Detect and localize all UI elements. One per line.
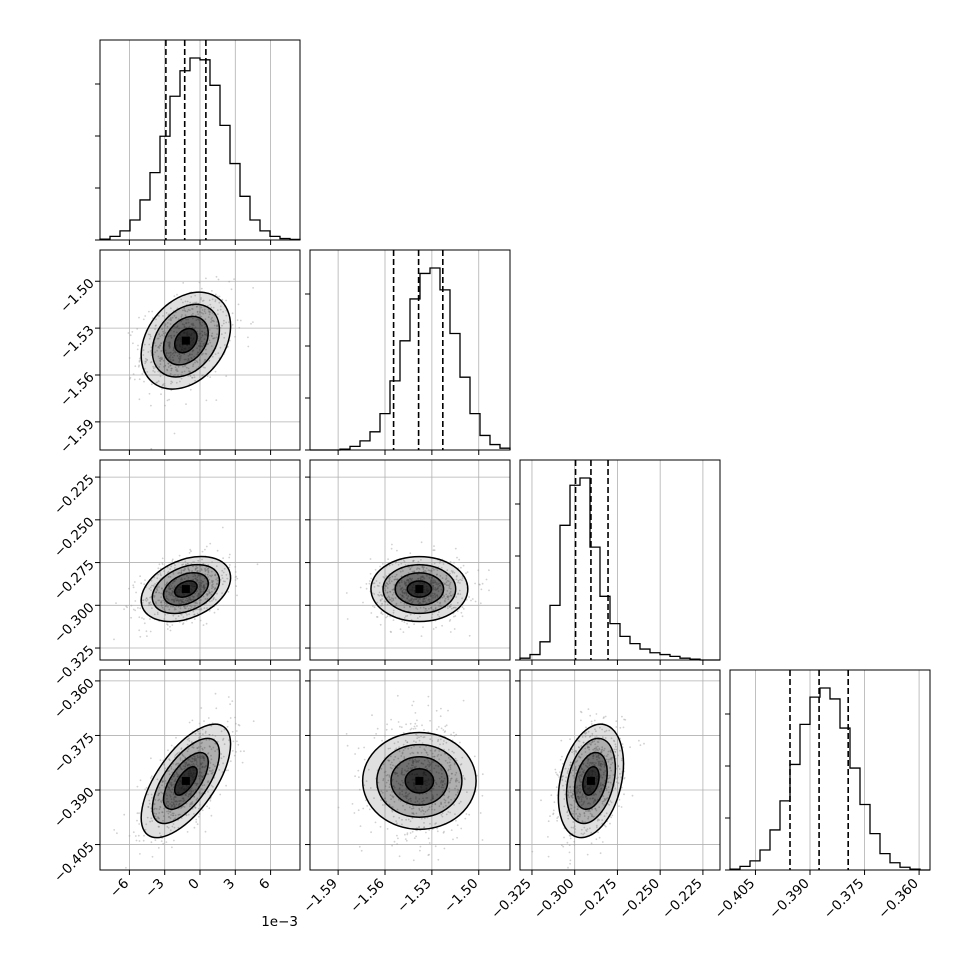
y-tick-label: −0.300: [51, 600, 98, 647]
panel-frame: [729, 669, 931, 871]
x-tick-label: −0.375: [821, 876, 868, 923]
panel-frame: [519, 459, 721, 661]
x-tick-label: −1.59: [300, 876, 341, 917]
x-tick-label: 6: [256, 876, 273, 893]
x-tick-label: 3: [221, 876, 238, 893]
contour-line: [390, 755, 449, 806]
x-tick-label: −0.225: [659, 876, 706, 923]
density-peak: [181, 585, 190, 594]
contour-line: [162, 572, 209, 607]
histogram-step: [729, 687, 930, 871]
density-peak: [586, 776, 595, 785]
x-tick-label: −0.275: [574, 876, 621, 923]
scatter-panel-3-2: −0.325−0.300−0.275−0.250−0.225: [488, 669, 721, 923]
x-tick-label: −1.50: [441, 876, 482, 917]
scatter-panel-2-1: [305, 459, 511, 665]
grid-lines: [100, 460, 300, 660]
contour-line: [582, 765, 600, 796]
histogram-panel-2: [515, 459, 721, 665]
panel-frame: [309, 249, 511, 451]
contour-line: [382, 563, 457, 615]
histogram-panel-1: [305, 249, 511, 455]
contour-line: [162, 751, 209, 811]
panel-frame: [519, 669, 721, 871]
scatter-panel-1-0: −1.59 −1.56 −1.53 −1.50: [57, 249, 301, 457]
density-peak: [415, 585, 424, 594]
histogram-panel-3: −0.405 −0.390 −0.375 −0.360: [712, 669, 931, 923]
x-tick-label: −1.56: [347, 876, 388, 917]
x-tick-label: −6: [107, 876, 132, 901]
contour-line: [173, 765, 198, 796]
x-tick-label: −0.250: [616, 876, 663, 923]
x-tick-label: −1.53: [394, 876, 435, 917]
contour-line: [173, 327, 198, 354]
contour-line: [162, 315, 209, 366]
contour-line: [394, 572, 445, 607]
density-peak: [415, 776, 424, 785]
histogram-panel-0: [95, 39, 301, 245]
grid-lines: [310, 670, 510, 870]
contour-line: [404, 768, 435, 794]
contour-line: [140, 555, 232, 623]
density-peak: [181, 776, 190, 785]
contour-line: [140, 723, 232, 839]
density-peak: [181, 336, 190, 345]
y-tick-label: −0.405: [51, 839, 98, 886]
contour-line: [370, 555, 469, 623]
x-tick-label: −0.405: [712, 876, 759, 923]
contour-line: [565, 737, 617, 825]
contour-line: [557, 723, 625, 839]
grid-lines: [755, 670, 920, 870]
x-tick-label: −0.360: [875, 876, 922, 923]
x-offset-label: 1e−3: [261, 914, 298, 930]
scatter-points: [127, 275, 255, 450]
grid-lines: [531, 460, 704, 660]
y-tick-label: −1.59: [57, 416, 98, 457]
x-tick-label: −0.325: [488, 876, 535, 923]
x-tick-label: −0.300: [531, 876, 578, 923]
grid-lines: [129, 40, 271, 240]
panel-frame: [309, 459, 511, 661]
histogram-step: [310, 267, 511, 451]
contour-line: [406, 580, 433, 598]
scatter-panel-2-0: −0.325−0.300−0.275−0.250−0.225: [51, 459, 301, 689]
histogram-step: [519, 477, 720, 661]
contour-line: [573, 751, 608, 811]
y-tick-label: −0.275: [51, 557, 98, 604]
contour-line: [361, 731, 477, 831]
contour-line: [376, 743, 463, 818]
contour-line: [151, 303, 221, 378]
y-tick-label: −1.53: [57, 322, 98, 363]
x-tick-label: 0: [185, 876, 202, 893]
contour-line: [173, 580, 198, 598]
y-tick-label: −1.50: [57, 276, 98, 317]
scatter-panel-3-1: −1.59 −1.56 −1.53 −1.50: [300, 669, 511, 917]
y-tick-label: −0.225: [51, 471, 98, 518]
scatter-panel-3-0: −6 −3 0 3 6−0.405−0.390−0.375−0.360: [51, 669, 301, 901]
y-tick-label: −0.250: [51, 514, 98, 561]
y-tick-label: −0.375: [51, 730, 98, 777]
contour-line: [151, 737, 221, 825]
grid-lines: [337, 250, 480, 450]
panel-frame: [309, 669, 511, 871]
contour-line: [151, 563, 221, 615]
histogram-step: [99, 57, 301, 241]
x-tick-label: −0.390: [766, 876, 813, 923]
x-tick-label: −3: [142, 876, 167, 901]
y-tick-label: −0.390: [51, 784, 98, 831]
grid-lines: [100, 250, 300, 450]
contour-line: [140, 291, 232, 390]
y-tick-label: −1.56: [57, 369, 98, 410]
grid-lines: [310, 460, 510, 660]
